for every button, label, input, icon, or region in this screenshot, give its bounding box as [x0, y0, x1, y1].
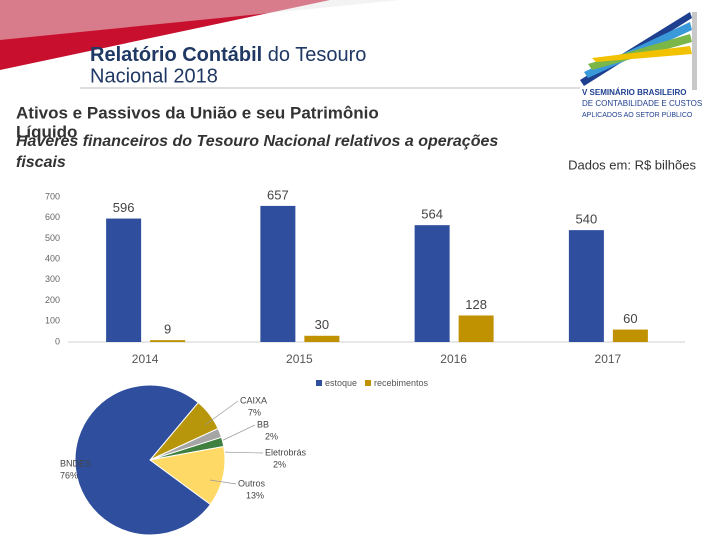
y-tick-label: 400	[45, 254, 60, 264]
stripe	[592, 46, 692, 62]
x-tick-label: 2016	[440, 352, 467, 366]
legend-swatch	[316, 380, 322, 386]
title: Relatório Contábil do Tesouro	[90, 44, 366, 66]
pie-value-label: 13%	[246, 490, 264, 500]
bar	[260, 205, 296, 342]
x-tick-label: 2014	[132, 352, 159, 366]
subtitle: Ativos e Passivos da União e seu Patrimô…	[16, 103, 379, 122]
bar	[458, 315, 494, 342]
bar	[150, 340, 186, 342]
y-tick-label: 200	[45, 295, 60, 305]
subtitle: Líquido	[16, 122, 77, 141]
stripe	[588, 34, 692, 70]
leader-line	[204, 400, 239, 426]
x-tick-label: 2017	[595, 352, 622, 366]
logo-line: V SEMINÁRIO BRASILEIRO	[582, 88, 686, 97]
title-rest: do Tesouro	[268, 44, 367, 66]
data-label: 564	[421, 207, 443, 222]
data-label: 657	[267, 187, 289, 202]
data-label: 60	[623, 311, 637, 326]
bar	[568, 230, 604, 342]
x-tick-label: 2015	[286, 352, 313, 366]
data-label: 540	[576, 212, 598, 227]
leader-line	[219, 451, 264, 454]
pie-label: CAIXA	[240, 395, 267, 405]
y-tick-label: 600	[45, 212, 60, 222]
title-bold: Relatório Contábil	[90, 44, 262, 66]
pie-label: BNDES	[60, 458, 91, 468]
legend-label: estoque	[325, 378, 357, 388]
pie-slice	[74, 384, 212, 536]
pie-value-label: 2%	[265, 431, 278, 441]
pie-slice	[148, 445, 226, 506]
caption: fiscais	[16, 154, 66, 171]
y-tick-label: 300	[45, 274, 60, 284]
bar	[106, 218, 142, 342]
bar	[304, 335, 340, 342]
y-tick-label: 100	[45, 316, 60, 326]
legend-swatch	[365, 380, 371, 386]
gray-band	[0, 0, 400, 40]
data-label: 9	[164, 322, 171, 337]
logo-line: DE CONTABILIDADE E CUSTOS	[582, 99, 702, 108]
data-label: 128	[465, 297, 487, 312]
title-line: Nacional 2018	[90, 65, 218, 87]
stripe	[692, 12, 697, 90]
logo-line: APLICADOS AO SETOR PÚBLICO	[582, 110, 693, 119]
pie-label: Eletrobrás	[265, 447, 307, 457]
bar	[414, 225, 450, 342]
pie-label: BB	[257, 419, 269, 429]
pie-value-label: 2%	[273, 459, 286, 469]
bar	[612, 329, 648, 342]
y-tick-label: 500	[45, 233, 60, 243]
data-label: 30	[315, 317, 329, 332]
pie-label: Outros	[238, 478, 266, 488]
legend-label: recebimentos	[374, 378, 429, 388]
data-label: 596	[113, 200, 135, 215]
pie-value-label: 7%	[248, 407, 261, 417]
logo-stripes	[580, 12, 697, 90]
caption: Haveres financeiros do Tesouro Nacional …	[16, 133, 498, 150]
pie-value-label: 76%	[60, 470, 78, 480]
leader-line	[209, 479, 237, 485]
y-tick-label: 700	[45, 191, 60, 201]
unit-note: Dados em: R$ bilhões	[568, 157, 696, 172]
y-tick-label: 0	[55, 336, 60, 346]
